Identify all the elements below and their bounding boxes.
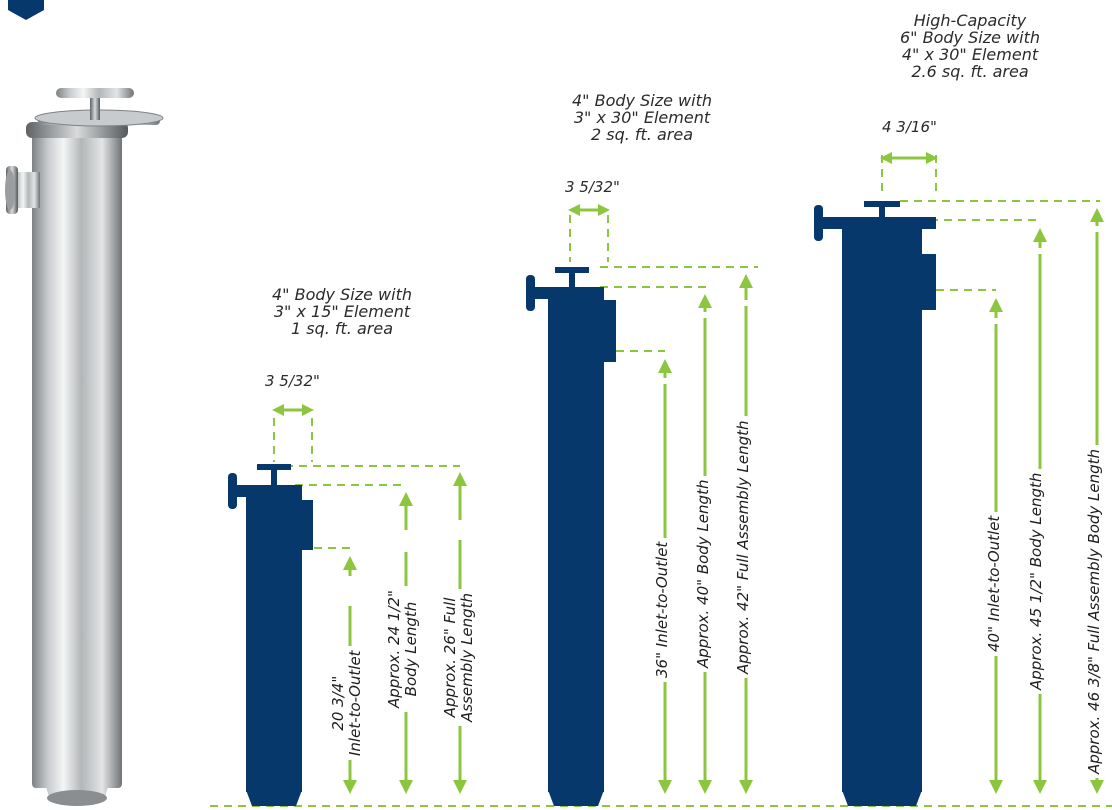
variant-1-body-line-1: Approx. 24 1/2" (385, 590, 403, 708)
variant-3-caption-line-3: 4" x 30" Element (901, 45, 1039, 64)
v1-assembly-arrow-bottom-head (453, 780, 467, 794)
variant-1-body-line-2: Body Length (402, 601, 420, 697)
variant-3-housing-silhouette-bottom-taper (842, 790, 922, 806)
variant-3-housing-silhouette-outlet (922, 254, 936, 310)
v1-width-arrow-right-head (302, 404, 314, 416)
variant-3-assembly-line-1: Approx. 46 3/8" Full Assembly Body Lengt… (1085, 448, 1103, 774)
v1-width-arrow-left-head (272, 404, 284, 416)
variant-2-caption-line-2: 3" x 30" Element (573, 108, 711, 127)
variant-3-inlet-label: 40" Inlet-to-Outlet (985, 511, 1003, 656)
v3-width-arrow-right-head (926, 152, 938, 164)
v2-assembly-arrow-bottom-head (739, 780, 753, 794)
variant-3-width-label: 4 3/16" (882, 118, 937, 136)
v2-width-arrow-left-head (568, 204, 580, 216)
v2-width-arrow (568, 204, 610, 216)
variant-1-inlet-line-1: 20 3/4" (329, 675, 347, 731)
variant-1-assembly-line-1: Approx. 26" Full (441, 597, 459, 718)
variant-1-caption-line-2: 3" x 15" Element (273, 302, 411, 321)
v3-width-arrow (880, 152, 938, 164)
v3-body-arrow-top-head (1033, 228, 1047, 242)
variant-2-caption-line-3: 2 sq. ft. area (590, 125, 694, 144)
variant-3-housing-silhouette (814, 201, 936, 806)
variant-2-caption-line-1: 4" Body Size with (572, 91, 712, 110)
v2-inlet-arrow-bottom-head (658, 780, 672, 794)
v3-inlet-arrow-top-head (989, 298, 1003, 312)
v1-body-arrow-top-head (399, 492, 413, 506)
variant-1-caption-line-1: 4" Body Size with (272, 285, 412, 304)
variant-3-housing-silhouette-inlet-flange (814, 205, 823, 241)
variant-2-housing-silhouette-inlet-flange (526, 275, 535, 311)
variant-1-housing-silhouette-outlet (302, 500, 313, 550)
variant-2-assembly-line-1: Approx. 42" Full Assembly Length (734, 420, 752, 674)
variant-2-body-label: Approx. 40" Body Length (694, 475, 712, 672)
variant-3-caption: High-Capacity 6" Body Size with 4" x 30"… (850, 12, 1090, 80)
variant-2-caption: 4" Body Size with 3" x 30" Element 2 sq.… (522, 92, 762, 143)
variant-1-inlet-line-2: Inlet-to-Outlet (346, 650, 364, 756)
variant-3-caption-line-2: 6" Body Size with (900, 28, 1040, 47)
variant-2-housing-silhouette-bottom-taper (548, 790, 604, 806)
variant-1-caption-line-3: 1 sq. ft. area (290, 319, 394, 338)
v1-width-arrow (272, 404, 314, 416)
variant-1-housing-silhouette-bottom-taper (246, 790, 302, 806)
v2-width-arrow-right-head (598, 204, 610, 216)
variant-2-inlet-label: 36" Inlet-to-Outlet (653, 537, 671, 682)
v2-inlet-arrow-top-head (658, 359, 672, 373)
v2-assembly-arrow-top-head (739, 274, 753, 288)
v3-width-arrow-left-head (880, 152, 892, 164)
v1-assembly-arrow-top-head (453, 472, 467, 486)
variant-3-caption-line-1: High-Capacity (913, 11, 1027, 30)
v1-body-arrow-bottom-head (399, 780, 413, 794)
variant-1-housing-silhouette-handle-stem (271, 464, 277, 487)
variant-2-housing-silhouette-handle-stem (569, 267, 575, 289)
v3-inlet-arrow-bottom-head (989, 780, 1003, 794)
v3-body-arrow-bottom-head (1033, 780, 1047, 794)
variant-3-assembly-label: Approx. 46 3/8" Full Assembly Body Lengt… (1085, 444, 1103, 778)
variant-3-body-label: Approx. 45 1/2" Body Length (1027, 468, 1045, 694)
v2-body-arrow-bottom-head (698, 780, 712, 794)
variant-1-housing-silhouette (228, 464, 313, 806)
v1-inlet-arrow-bottom-head (343, 780, 357, 794)
v3-assembly-arrow-top-head (1090, 208, 1104, 222)
variant-3-inlet-line-1: 40" Inlet-to-Outlet (985, 515, 1003, 652)
variant-1-caption: 4" Body Size with 3" x 15" Element 1 sq.… (222, 286, 462, 337)
variant-1-body-label: Approx. 24 1/2" Body Length (385, 586, 420, 712)
variant-2-width-label: 3 5/32" (565, 178, 620, 196)
stainless-steel-filter-housing-photo (5, 88, 164, 806)
variant-3-housing-silhouette-body (842, 217, 922, 792)
variant-2-housing-silhouette-body (548, 287, 604, 792)
corner-badge-shape (8, 0, 44, 20)
variant-3-body-line-1: Approx. 45 1/2" Body Length (1027, 472, 1045, 690)
variant-1-width-label: 3 5/32" (265, 372, 320, 390)
variant-3-caption-line-4: 2.6 sq. ft. area (911, 62, 1029, 81)
variant-2-housing-silhouette-outlet (604, 300, 616, 362)
v1-inlet-arrow-top-head (343, 556, 357, 570)
variant-1-assembly-line-2: Assembly Length (458, 592, 476, 722)
variant-1-assembly-label: Approx. 26" Full Assembly Length (441, 588, 476, 726)
variant-1-inlet-label: 20 3/4" Inlet-to-Outlet (329, 646, 364, 760)
variant-2-housing-silhouette (526, 267, 616, 806)
variant-2-body-line-1: Approx. 40" Body Length (694, 479, 712, 668)
v2-body-arrow-top-head (698, 294, 712, 308)
variant-2-inlet-line-1: 36" Inlet-to-Outlet (653, 541, 671, 678)
variant-2-assembly-label: Approx. 42" Full Assembly Length (734, 416, 752, 678)
v3-assembly-arrow-bottom-head (1090, 780, 1104, 794)
variant-3-housing-silhouette-handle-stem (879, 201, 885, 219)
variant-1-housing-silhouette-inlet-flange (228, 473, 237, 509)
variant-1-housing-silhouette-body (246, 485, 302, 792)
